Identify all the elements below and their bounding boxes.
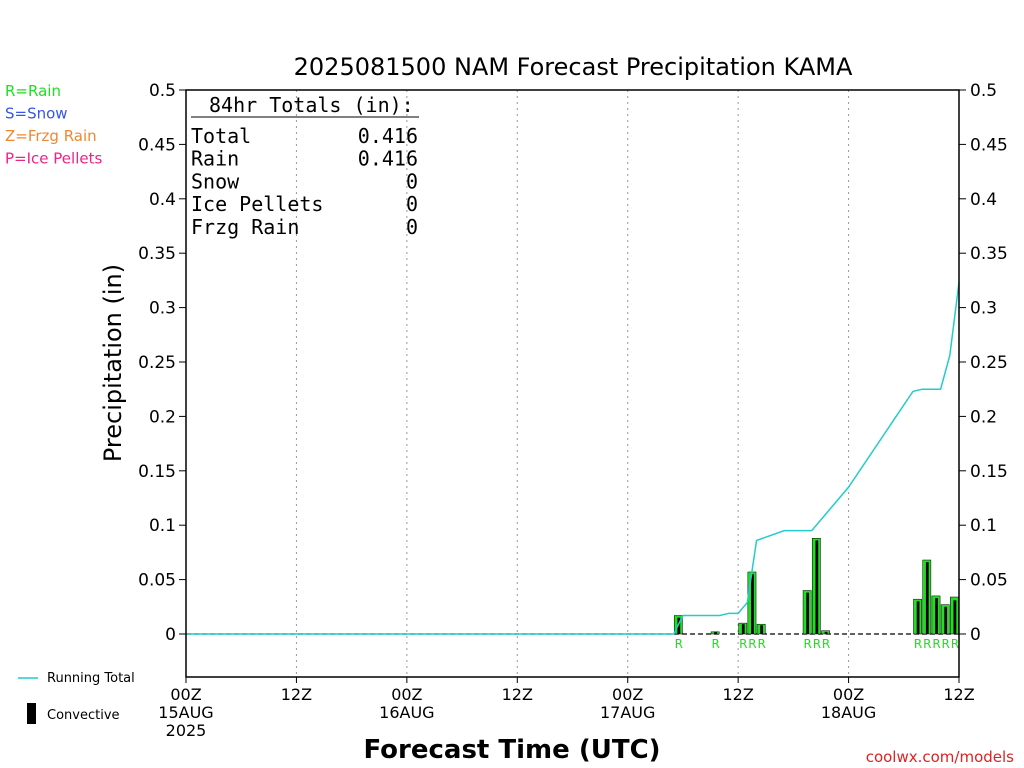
y-tick-label-left: 0.5 [149, 81, 176, 101]
convective-bar [751, 574, 754, 634]
x-tick-label: 12Z [943, 685, 974, 704]
x-tick-label: 00Z [833, 685, 864, 704]
x-tick-label: 18AUG [821, 703, 876, 722]
y-tick-label-right: 0.5 [970, 81, 997, 101]
y-tick-label-right: 0.2 [970, 407, 997, 427]
totals-row-value: 0.416 [358, 147, 418, 171]
running-total-legend-label: Running Total [47, 671, 135, 686]
running-total-line [186, 282, 960, 635]
y-tick-label-left: 0.45 [138, 135, 176, 155]
y-tick-label-left: 0.4 [149, 190, 176, 210]
totals-row-label: Rain [191, 147, 239, 171]
x-tick-label: 12Z [281, 685, 312, 704]
convective-legend-label: Convective [47, 708, 120, 723]
totals-row-label: Ice Pellets [191, 192, 323, 216]
convective-legend-swatch [27, 703, 36, 724]
totals-box: 84hr Totals (in): Total 0.416 Rain 0.416 Snow… [191, 93, 419, 239]
precip-type-label: R [803, 637, 811, 651]
precip-type-legend-item: P=Ice Pellets [5, 150, 102, 168]
y-tick-label-left: 0.2 [149, 407, 176, 427]
x-tick-label: 12Z [722, 685, 753, 704]
precip-type-legend-item: R=Rain [5, 82, 61, 100]
convective-bar [677, 617, 681, 634]
y-tick-label-left: 0.35 [138, 244, 176, 264]
watermark: coolwx.com/models [866, 748, 1014, 766]
convective-bar [815, 540, 819, 634]
y-tick-label-left: 0.3 [149, 299, 176, 319]
totals-row-value: 0 [406, 169, 418, 193]
x-tick-label: 00Z [170, 685, 201, 704]
totals-header: 84hr Totals (in): [209, 93, 414, 117]
x-tick-label: 12Z [502, 685, 533, 704]
y-tick-label-right: 0.4 [970, 190, 997, 210]
y-tick-label-left: 0.1 [149, 516, 176, 536]
convective-bar [824, 631, 828, 634]
chart-title: 2025081500 NAM Forecast Precipitation KA… [294, 53, 853, 81]
totals-row-label: Frzg Rain [191, 215, 299, 239]
y-tick-label-left: 0.05 [138, 571, 176, 591]
x-axis-label: Forecast Time (UTC) [363, 735, 660, 765]
totals-row-value: 0 [406, 192, 418, 216]
convective-bar [944, 606, 948, 634]
y-tick-label-right: 0.1 [970, 516, 997, 536]
y-tick-label-right: 0 [970, 625, 981, 645]
convective-bar [741, 624, 745, 634]
precip-type-label: R [923, 637, 931, 651]
precip-type-label: R [822, 637, 830, 651]
convective-bar [714, 631, 718, 634]
y-tick-label-right: 0.3 [970, 299, 997, 319]
convective-bar [953, 600, 957, 634]
y-tick-label-right: 0.45 [970, 135, 1008, 155]
precip-type-label: R [914, 637, 922, 651]
precip-type-label: R [932, 637, 940, 651]
x-tick-label: 16AUG [379, 703, 434, 722]
precip-type-label: R [711, 637, 719, 651]
precip-type-legend-item: S=Snow [5, 105, 68, 123]
precip-type-label: R [739, 637, 747, 651]
x-tick-label: 2025 [166, 721, 207, 740]
y-tick-label-right: 0.05 [970, 571, 1008, 591]
y-tick-label-right: 0.35 [970, 244, 1008, 264]
convective-bar [916, 601, 920, 634]
axes: 0 00.05 0.050.1 0.10.15 0.150.2 0.20.25 0.250.… [138, 81, 1008, 740]
chart-legend: Running Total Convective [18, 671, 135, 724]
precip-type-label: R [748, 637, 756, 651]
precip-type-legend-item: Z=Frzg Rain [5, 127, 97, 145]
totals-row-value: 0 [406, 215, 418, 239]
x-tick-label: 15AUG [158, 703, 213, 722]
precip-type-label: R [675, 637, 683, 651]
precip-type-label: R [942, 637, 950, 651]
y-tick-label-left: 0 [165, 625, 176, 645]
y-tick-label-right: 0.15 [970, 462, 1008, 482]
x-tick-label: 17AUG [600, 703, 655, 722]
running-total-line-group [186, 282, 960, 635]
x-tick-label: 00Z [612, 685, 643, 704]
y-tick-label-left: 0.15 [138, 462, 176, 482]
precip-type-label: R [757, 637, 765, 651]
y-axis-label: Precipitation (in) [99, 264, 127, 462]
y-tick-label-left: 0.25 [138, 353, 176, 373]
precip-type-label: R [813, 637, 821, 651]
precip-type-legend: R=Rain S=Snow Z=Frzg Rain P=Ice Pellets [5, 82, 102, 168]
x-tick-label: 00Z [391, 685, 422, 704]
totals-row-value: 0.416 [358, 124, 418, 148]
convective-bar [760, 625, 764, 634]
totals-row-label: Snow [191, 169, 240, 193]
convective-bar [935, 598, 938, 634]
plot-frame [185, 89, 960, 678]
precip-type-label: R [951, 637, 959, 651]
totals-row-label: Total [191, 124, 251, 148]
y-tick-label-right: 0.25 [970, 353, 1008, 373]
convective-bar [806, 592, 810, 634]
convective-bar [925, 562, 929, 634]
gridlines [186, 90, 959, 677]
